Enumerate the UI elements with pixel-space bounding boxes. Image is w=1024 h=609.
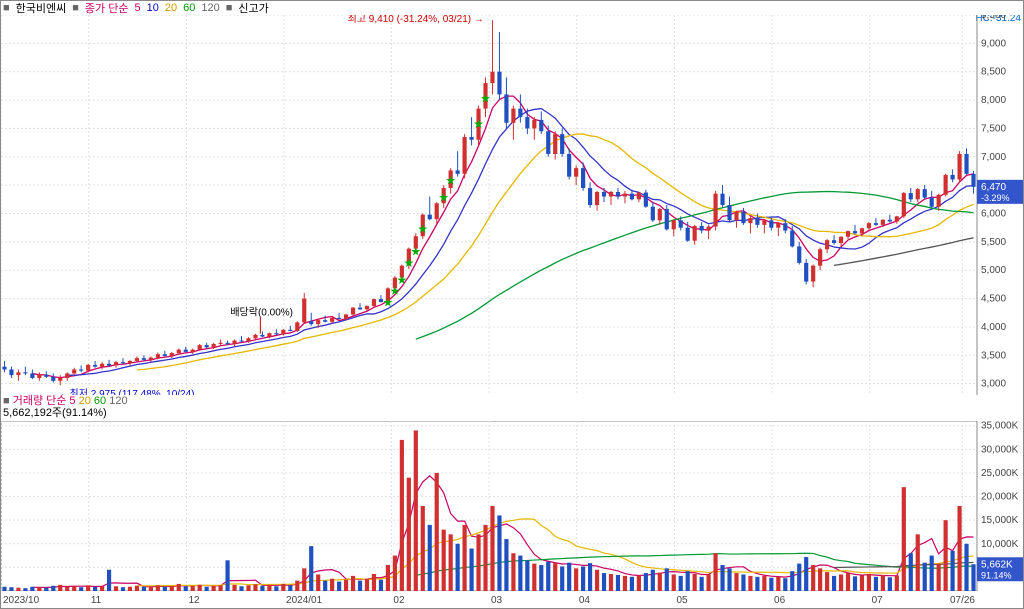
stock-name: 한국비엔씨	[16, 0, 67, 16]
svg-text:★: ★	[445, 174, 456, 188]
svg-text:★: ★	[410, 245, 421, 259]
svg-text:5,500: 5,500	[981, 237, 1006, 248]
svg-text:4,500: 4,500	[981, 294, 1006, 305]
svg-text:★: ★	[473, 117, 484, 131]
svg-text:6,000: 6,000	[981, 209, 1006, 220]
svg-text:최고 9,410 (-31.24%, 03/21) →: 최고 9,410 (-31.24%, 03/21) →	[348, 15, 484, 25]
x-axis: 2023/1011122024/0102030405060707/26	[1, 592, 977, 608]
svg-text:★: ★	[417, 222, 428, 236]
svg-text:←최저 2,975 (117.48%, 10/24): ←최저 2,975 (117.48%, 10/24)	[60, 388, 195, 395]
svg-text:8,500: 8,500	[981, 67, 1006, 78]
svg-text:15,000K: 15,000K	[981, 515, 1019, 526]
svg-text:10,000K: 10,000K	[981, 539, 1019, 550]
volume-chart[interactable]: 35,000K 30,000K 25,000K 20,000K 15,000K 10,00…	[1, 421, 1023, 591]
svg-text:★: ★	[438, 191, 449, 205]
svg-text:9,000: 9,000	[981, 38, 1006, 49]
svg-text:7,500: 7,500	[981, 123, 1006, 134]
svg-text:9,500: 9,500	[981, 15, 1006, 21]
svg-text:91.14%: 91.14%	[981, 570, 1012, 580]
svg-text:4,000: 4,000	[981, 322, 1006, 333]
svg-text:30,000K: 30,000K	[981, 444, 1019, 455]
svg-text:★: ★	[396, 273, 407, 287]
svg-text:20,000K: 20,000K	[981, 492, 1019, 503]
ind-label: 종가 단순	[85, 0, 129, 16]
svg-text:35,000K: 35,000K	[981, 421, 1019, 432]
svg-text:25,000K: 25,000K	[981, 468, 1019, 479]
svg-text:-3.29%: -3.29%	[981, 193, 1010, 203]
svg-text:배당락(0.00%): 배당락(0.00%)	[230, 307, 293, 319]
svg-text:8,000: 8,000	[981, 95, 1006, 106]
svg-text:6,470: 6,470	[981, 182, 1006, 193]
price-chart[interactable]: 9,5009,0008,5008,0007,5007,0006,5006,000…	[1, 15, 1023, 395]
svg-text:5,662K: 5,662K	[981, 559, 1013, 570]
svg-text:3,000: 3,000	[981, 379, 1006, 390]
svg-text:3,500: 3,500	[981, 350, 1006, 361]
svg-text:7,000: 7,000	[981, 152, 1006, 163]
volume-header: ■ 거래량 단순 5 20 60 120 5,662,192주(91.14%)	[3, 395, 128, 419]
svg-text:5,000: 5,000	[981, 265, 1006, 276]
price-header: ■ 한국비엔씨 ■ 종가 단순 5 10 20 60 120 ■ 신고가	[1, 1, 1023, 15]
svg-text:★: ★	[480, 91, 491, 105]
